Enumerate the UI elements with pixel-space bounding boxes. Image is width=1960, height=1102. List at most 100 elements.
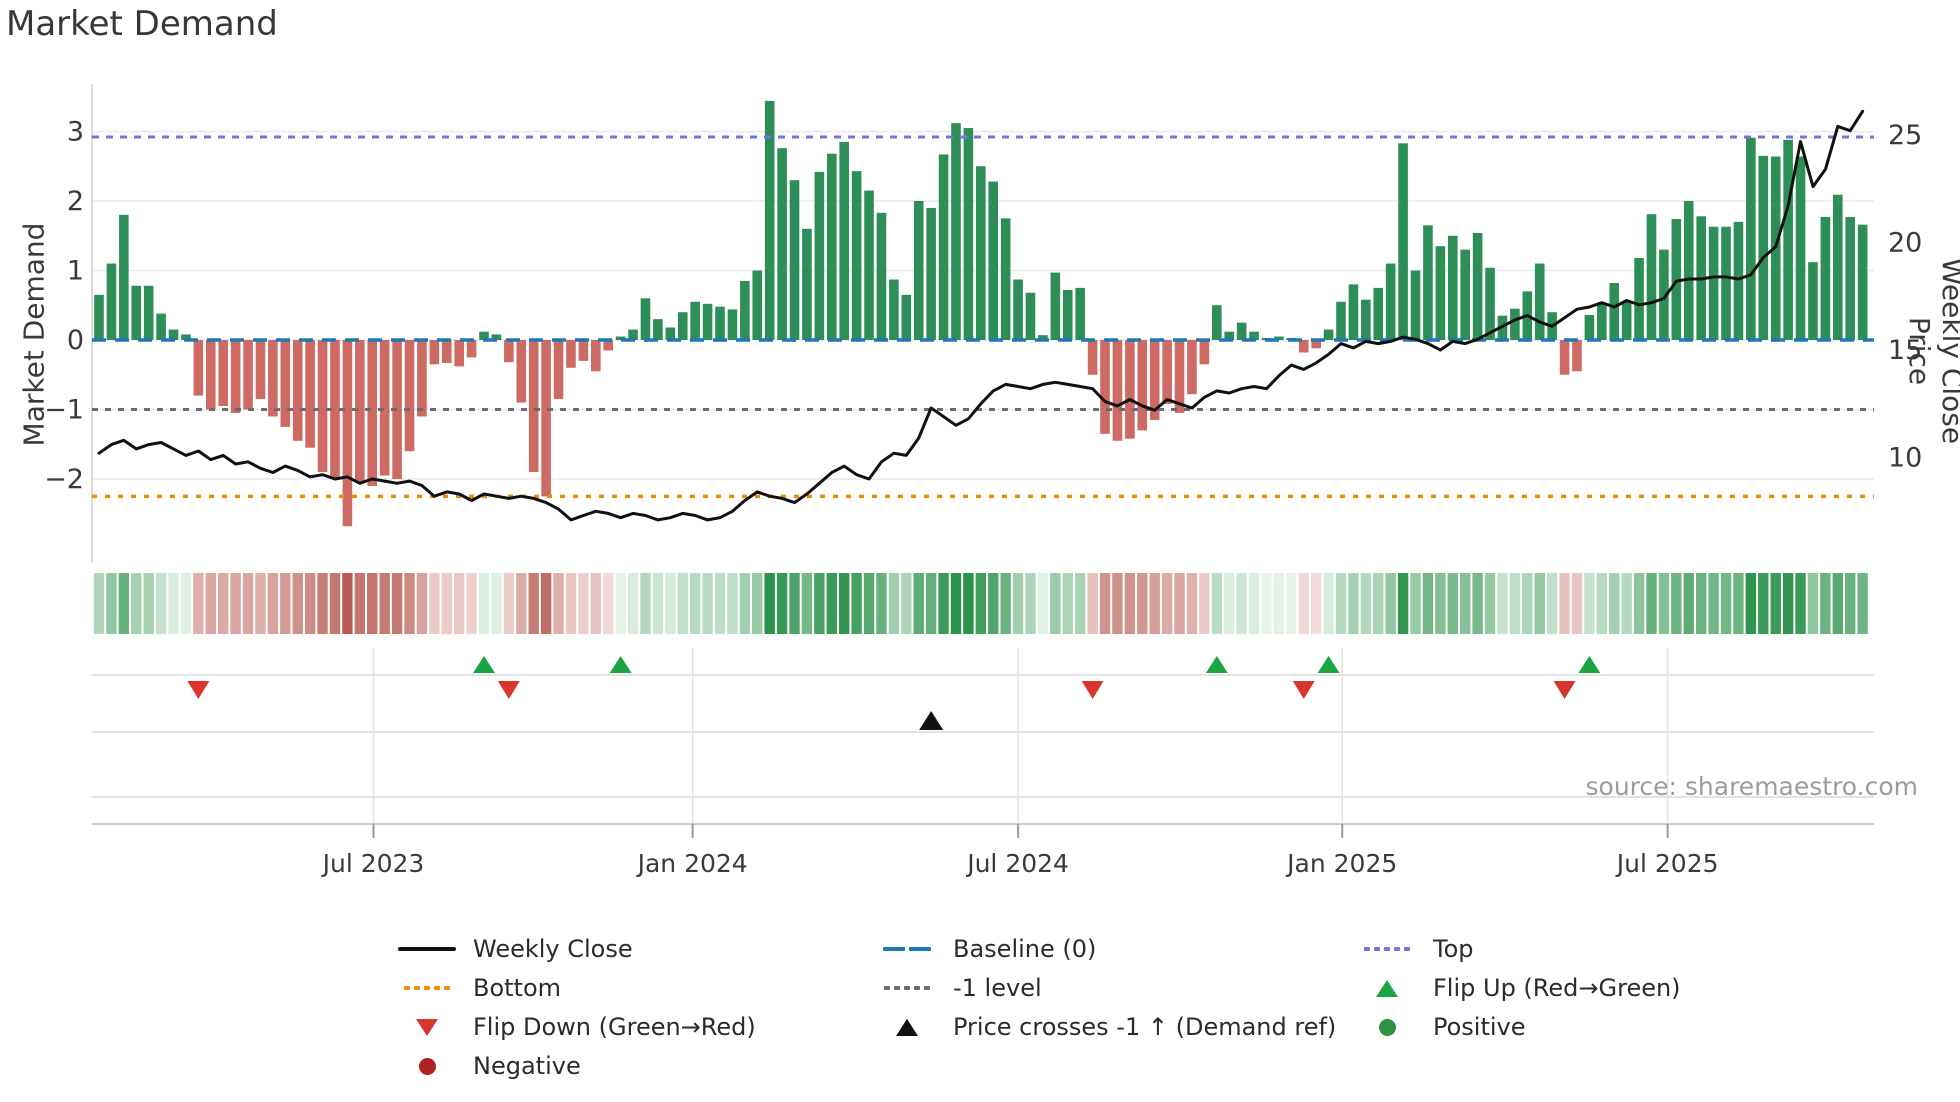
flip-up-marker bbox=[1317, 656, 1340, 673]
demand-bar bbox=[1336, 301, 1346, 340]
price-cross-marker bbox=[919, 711, 944, 730]
heatmap-cell bbox=[1112, 573, 1123, 634]
legend-item-label: Positive bbox=[1433, 1013, 1526, 1041]
triangle-up-icon bbox=[875, 1017, 939, 1037]
heatmap-cell bbox=[1348, 573, 1359, 634]
demand-bar bbox=[1671, 219, 1682, 340]
line-swatch-icon bbox=[395, 939, 459, 959]
heatmap-cell bbox=[1546, 573, 1558, 634]
demand-bar bbox=[578, 340, 589, 361]
legend-item-top: Top bbox=[1355, 932, 1474, 966]
circle-icon bbox=[1378, 1018, 1396, 1036]
dot-icon bbox=[1404, 947, 1410, 951]
heatmap-cell bbox=[1509, 573, 1521, 634]
legend-item-weekly-close: Weekly Close bbox=[395, 932, 633, 966]
demand-bar bbox=[342, 340, 353, 527]
demand-bar bbox=[901, 294, 912, 340]
dot-icon bbox=[1364, 947, 1370, 951]
heatmap-cell bbox=[1683, 573, 1694, 634]
heatmap-cell bbox=[652, 573, 664, 634]
demand-bar bbox=[1000, 218, 1011, 340]
demand-bar bbox=[752, 270, 763, 340]
demand-bar bbox=[640, 298, 651, 340]
heatmap-cell bbox=[851, 573, 862, 634]
demand-bar bbox=[876, 212, 887, 340]
heatmap-cell bbox=[1323, 573, 1334, 634]
heatmap-cell bbox=[193, 573, 204, 634]
solid-line-icon bbox=[398, 947, 456, 951]
demand-bar bbox=[1013, 279, 1023, 340]
legend-item-label: Flip Down (Green→Red) bbox=[473, 1013, 756, 1041]
demand-bar bbox=[1062, 289, 1073, 340]
legend-item-flip-up-red-green: Flip Up (Red→Green) bbox=[1355, 971, 1681, 1005]
demand-bar bbox=[1423, 225, 1433, 340]
demand-bar bbox=[802, 228, 812, 340]
demand-bar bbox=[963, 128, 974, 340]
heatmap-cell bbox=[391, 573, 403, 634]
dot-icon bbox=[1384, 947, 1390, 951]
demand-bar bbox=[789, 180, 800, 340]
dash-icon bbox=[883, 947, 905, 951]
heatmap-cell bbox=[1236, 573, 1247, 634]
heatmap-cell bbox=[1609, 573, 1620, 634]
heatmap-cell bbox=[540, 573, 552, 634]
heatmap-cell bbox=[478, 573, 490, 634]
legend-item-price-crosses-1-demand-ref: Price crosses -1 ↑ (Demand ref) bbox=[875, 1010, 1336, 1044]
heatmap-cell bbox=[1782, 573, 1794, 634]
dot-icon bbox=[424, 986, 430, 990]
heatmap-cell bbox=[1795, 573, 1806, 634]
demand-bar bbox=[541, 340, 551, 497]
heatmap-cell bbox=[1522, 573, 1533, 634]
heatmap-cell bbox=[317, 573, 328, 634]
heatmap-cell bbox=[764, 573, 775, 634]
flip-down-markers bbox=[187, 681, 1576, 699]
demand-bar bbox=[106, 263, 117, 340]
demand-bar bbox=[255, 340, 266, 400]
heatmap-cell bbox=[689, 573, 701, 634]
heatmap-cell bbox=[1062, 573, 1073, 634]
demand-bar bbox=[951, 123, 961, 340]
demand-bar bbox=[131, 285, 142, 340]
heatmap-cell bbox=[342, 573, 353, 634]
heatmap-cell bbox=[988, 573, 999, 634]
demand-bar bbox=[566, 340, 576, 368]
heatmap-cell bbox=[1397, 573, 1409, 634]
heatmap-cell bbox=[1025, 573, 1036, 634]
dot-icon bbox=[914, 986, 920, 990]
demand-bar bbox=[292, 340, 303, 441]
demand-bar bbox=[1373, 287, 1384, 340]
dot-icon bbox=[434, 986, 440, 990]
demand-bar bbox=[988, 181, 999, 340]
demand-bar bbox=[665, 327, 676, 340]
demand-bar bbox=[1795, 156, 1806, 340]
heatmap-cell bbox=[516, 573, 527, 634]
demand-bar bbox=[1112, 340, 1123, 441]
heatmap-cell bbox=[93, 573, 105, 634]
demand-bar bbox=[355, 340, 365, 483]
demand-bar bbox=[230, 340, 241, 413]
demand-bar bbox=[441, 340, 452, 363]
heatmap-cell bbox=[242, 573, 254, 634]
heatmap-cell bbox=[938, 573, 949, 634]
legend-item-label: Negative bbox=[473, 1052, 581, 1080]
demand-bar bbox=[317, 340, 328, 473]
heatmap-cell bbox=[1460, 573, 1471, 634]
demand-bar bbox=[1721, 226, 1731, 340]
heatmap-cell bbox=[491, 573, 502, 634]
demand-bar bbox=[1857, 224, 1868, 340]
dot-icon bbox=[404, 986, 410, 990]
heatmap-cell bbox=[1224, 573, 1235, 634]
demand-bar bbox=[1038, 335, 1048, 340]
heatmap-cell bbox=[1410, 573, 1421, 634]
demand-bar bbox=[205, 340, 216, 410]
demand-bar bbox=[1485, 267, 1495, 340]
demand-bar bbox=[1311, 340, 1321, 349]
flip-up-marker bbox=[1578, 656, 1601, 673]
heatmap-cell bbox=[168, 573, 179, 634]
left-tick-label: −1 bbox=[44, 395, 84, 426]
triangle-up-icon bbox=[1355, 978, 1419, 998]
heatmap-cell bbox=[404, 573, 415, 634]
demand-bar bbox=[1758, 155, 1769, 340]
demand-bar bbox=[1683, 201, 1694, 340]
demand-bar bbox=[764, 100, 775, 340]
